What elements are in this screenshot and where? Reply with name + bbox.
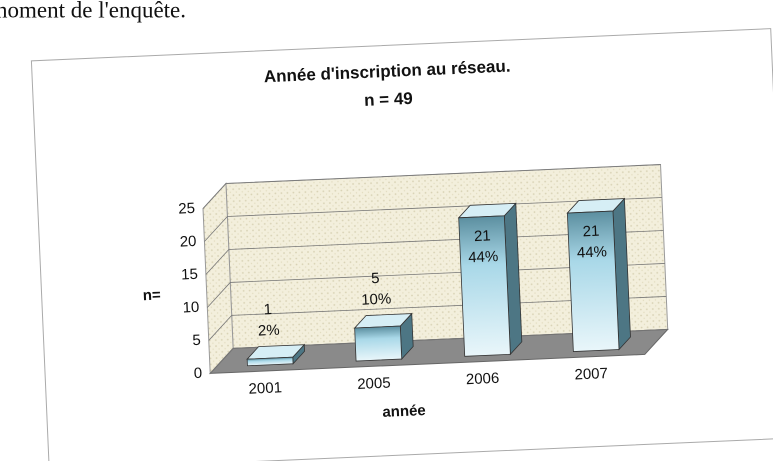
x-tick-label: 2001 — [248, 379, 282, 397]
bar — [354, 325, 403, 362]
x-tick-label: 2006 — [466, 370, 500, 388]
y-tick-label: 5 — [192, 332, 201, 349]
grid-line — [204, 197, 662, 242]
data-label: 21 — [582, 223, 599, 241]
percentage-label: 44% — [468, 248, 499, 266]
y-tick-label: 0 — [193, 365, 202, 382]
grid-line — [208, 296, 667, 341]
y-axis-label: n= — [142, 286, 161, 304]
x-axis-label: année — [382, 402, 426, 421]
y-tick-label: 25 — [178, 200, 195, 218]
data-label: 1 — [263, 301, 272, 318]
chart-subtitle: n = 49 — [364, 89, 413, 110]
bar — [246, 356, 294, 367]
chart: Année d'inscription au réseau. n = 49 an… — [30, 28, 773, 461]
bar — [458, 215, 511, 357]
x-tick-label: 2007 — [574, 365, 608, 383]
y-tick-label: 10 — [182, 299, 199, 317]
percentage-label: 44% — [577, 243, 608, 261]
y-tick-label: 15 — [181, 266, 198, 284]
data-label: 21 — [474, 227, 491, 245]
percentage-label: 10% — [361, 290, 392, 308]
bar — [566, 210, 620, 352]
data-label: 5 — [371, 270, 380, 287]
grid-line — [205, 230, 664, 275]
x-tick-label: 2005 — [357, 375, 391, 393]
y-tick-label: 20 — [179, 233, 196, 251]
page-text: noment de l'enquête. — [0, 0, 186, 22]
grid-line — [209, 328, 668, 374]
grid-line — [207, 263, 665, 308]
grid-line — [202, 164, 661, 209]
percentage-label: 2% — [258, 322, 280, 340]
